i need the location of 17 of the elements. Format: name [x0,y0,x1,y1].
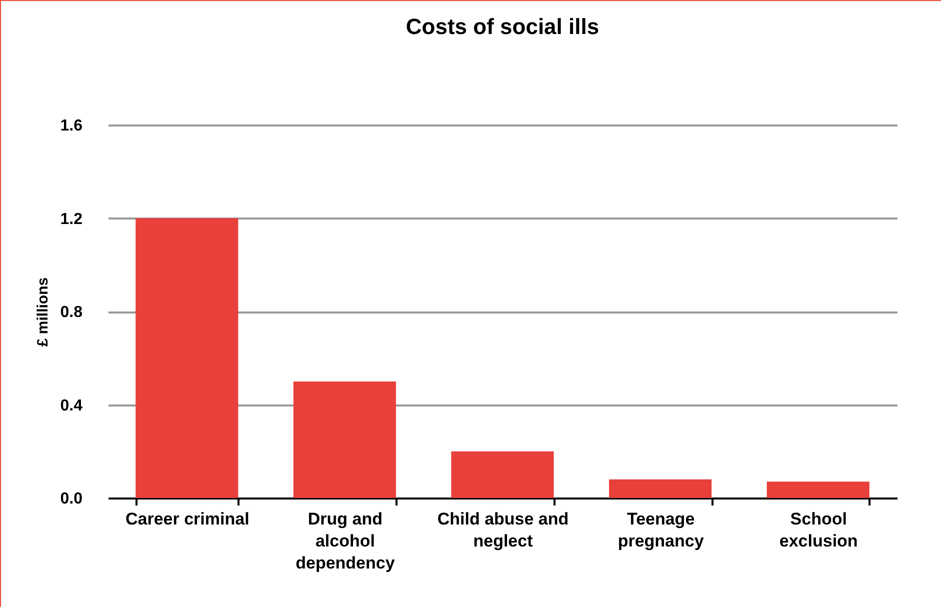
bar [293,381,396,498]
chart-title: Costs of social ills [406,14,600,39]
y-tick-label: 0.4 [60,397,83,414]
bar [766,482,870,498]
bar [451,451,554,498]
x-tick-label: Teenage pregnancy [618,510,704,550]
x-tick-label: Drug and alcohol dependency [296,510,396,572]
x-tick-label: School exclusion [779,510,858,550]
y-tick-label: 1.2 [60,210,83,228]
x-tick-label: Career criminal [126,510,250,528]
y-tick-label: 0.0 [60,490,83,508]
x-tick-label: Child abuse and neglect [437,510,569,550]
y-tick-label: 0.8 [60,304,83,321]
bar [609,479,712,498]
y-axis-title: £ millions [34,277,52,347]
y-tick-label: 1.6 [60,118,83,134]
bar [136,218,238,498]
